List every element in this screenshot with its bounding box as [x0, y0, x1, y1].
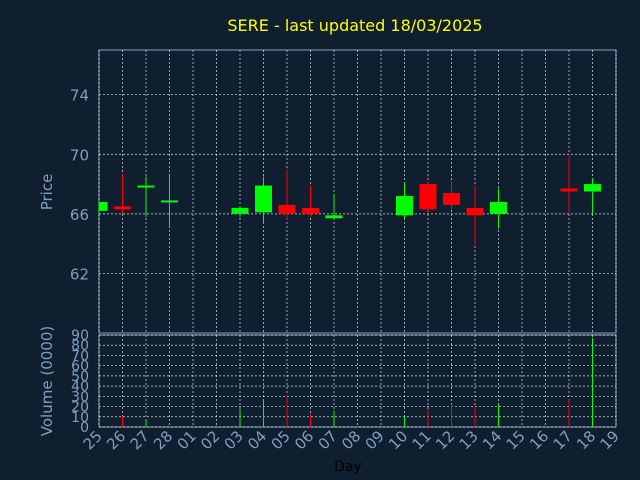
- day-tick-label: 12: [432, 427, 458, 453]
- day-tick-label: 09: [362, 427, 388, 453]
- day-tick-label: 05: [268, 427, 294, 453]
- price-tick-label: 70: [70, 146, 89, 164]
- day-tick-label: 15: [503, 427, 529, 453]
- day-tick-label: 16: [526, 427, 552, 453]
- day-tick-label: 17: [550, 427, 576, 453]
- candle-body: [99, 201, 108, 211]
- day-tick-label: 28: [150, 427, 176, 453]
- candle-body: [231, 207, 249, 214]
- day-tick-label: 02: [197, 427, 223, 453]
- price-tick-label: 74: [70, 87, 89, 105]
- price-tick-label: 62: [70, 265, 89, 283]
- day-tick-label: 06: [291, 427, 317, 453]
- day-tick-label: 01: [174, 427, 200, 453]
- candle-body: [255, 185, 272, 213]
- volume-tick-label: 70: [71, 348, 89, 364]
- day-tick-label: 04: [244, 427, 270, 453]
- candle-body: [278, 204, 296, 214]
- price-axis-label: Price: [38, 174, 56, 211]
- candle-body: [443, 192, 460, 205]
- day-tick-label: 11: [409, 427, 435, 453]
- day-tick-label: 27: [127, 427, 153, 453]
- candle-body: [302, 207, 319, 214]
- volume-tick-label: 30: [71, 389, 89, 405]
- candle-body: [325, 215, 343, 219]
- day-tick-label: 18: [573, 427, 599, 453]
- day-tick-label: 14: [479, 427, 505, 453]
- volume-tick-label: 20: [71, 400, 89, 416]
- price-panel: 62 66 70 74: [70, 49, 617, 334]
- day-tick-label: 10: [385, 427, 411, 453]
- volume-tick-label: 0: [80, 420, 89, 436]
- day-tick-label: 03: [221, 427, 247, 453]
- volume-tick-label: 10: [71, 410, 89, 426]
- volume-tick-label: 40: [71, 379, 89, 395]
- volume-axis-label: Volume (0000): [38, 326, 56, 436]
- day-tick-label: 26: [103, 427, 129, 453]
- day-axis-title: Day: [334, 459, 362, 475]
- volume-tick-label: 90: [71, 328, 89, 344]
- candle-body: [137, 185, 155, 188]
- candle-body: [490, 201, 507, 214]
- day-tick-label: 08: [338, 427, 364, 453]
- chart-title: SERE - last updated 18/03/2025: [227, 16, 482, 35]
- candle-body: [466, 207, 484, 216]
- day-tick-label: 13: [456, 427, 482, 453]
- day-tick-label: 19: [597, 427, 623, 453]
- candle-body: [419, 184, 437, 210]
- volume-tick-label: 50: [71, 369, 89, 385]
- candle-body: [161, 200, 178, 203]
- price-tick-label: 66: [70, 206, 89, 224]
- volume-tick-label: 80: [71, 338, 89, 354]
- candle-body: [584, 184, 601, 192]
- candle-body: [560, 188, 578, 192]
- candle-body: [396, 195, 413, 216]
- volume-tick-label: 60: [71, 359, 89, 375]
- day-axis-labels: 2526272801020304050607080910111213141516…: [80, 427, 623, 453]
- candle-body: [114, 206, 131, 210]
- day-tick-label: 07: [315, 427, 341, 453]
